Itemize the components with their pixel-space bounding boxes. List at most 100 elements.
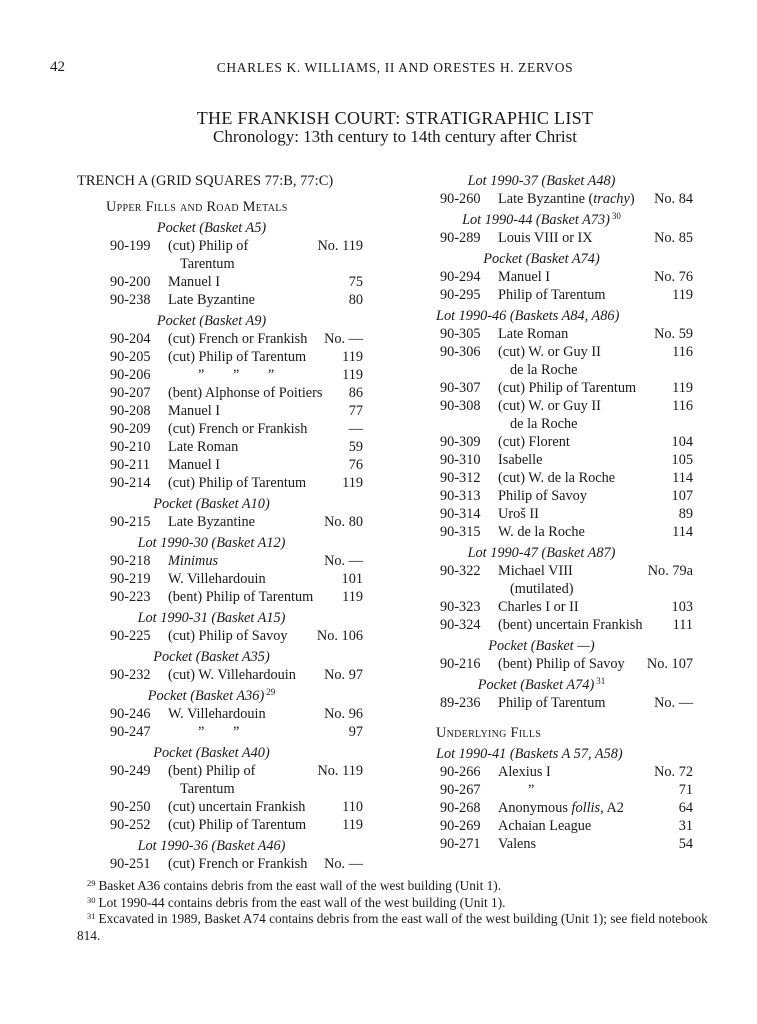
coin-description: Late Roman — [498, 326, 569, 342]
inventory-number: 90-295 — [440, 287, 481, 303]
coin-description: (bent) Alphonse of Poitiers — [168, 385, 323, 401]
inventory-number: 90-199 — [110, 238, 151, 254]
catalogue-number: 54 — [678, 836, 693, 852]
inventory-number: 90-309 — [440, 434, 481, 450]
catalogue-number: 107 — [671, 488, 693, 504]
coin-description: (cut) Florent — [498, 434, 570, 450]
coin-description: (cut) Philip of Tarentum — [168, 817, 307, 833]
table-row: 90-219 W. Villehardouin 101 — [110, 570, 363, 588]
coin-description: ” — [528, 782, 535, 798]
table-row: 89-236 Philip of Tarentum No. — — [440, 694, 693, 712]
inventory-number: 90-210 — [110, 439, 151, 455]
catalogue-number: 119 — [342, 367, 363, 383]
table-row: 90-309 (cut) Florent 104 — [440, 433, 693, 451]
table-row: 90-249 (bent) Philip of No. 119 — [110, 762, 363, 780]
inventory-number: 90-314 — [440, 506, 481, 522]
lot-heading: Pocket (Basket A9) — [110, 312, 313, 330]
table-row: 90-314 Uroš II 89 — [440, 505, 693, 523]
description-continuation: (mutilated) — [510, 581, 574, 597]
section-heading: TRENCH A (GRID SQUARES 77:B, 77:C) — [77, 173, 334, 189]
catalogue-number: No. 59 — [654, 326, 693, 342]
lot-heading-text: Lot 1990-31 (Basket A15) — [137, 610, 286, 626]
coin-description: Manuel I — [168, 457, 221, 473]
inventory-number: 90-322 — [440, 563, 481, 579]
lot-heading: Lot 1990-36 (Basket A46) — [110, 837, 313, 855]
coin-description: (cut) Philip of Savoy — [168, 628, 288, 644]
footnote-text: Excavated in 1989, Basket A74 contains d… — [77, 911, 708, 943]
lot-heading-text: Pocket (Basket A10) — [153, 496, 270, 512]
table-row: 90-225 (cut) Philip of Savoy No. 106 — [110, 627, 363, 645]
lot-heading-text: Pocket (Basket A74) — [477, 677, 595, 693]
catalogue-number: 86 — [348, 385, 363, 401]
table-row: 90-223 (bent) Philip of Tarentum 119 — [110, 588, 363, 606]
coin-description: (cut) Philip of Tarentum — [168, 475, 307, 491]
coin-description: Isabelle — [498, 452, 543, 468]
inventory-number: 90-249 — [110, 763, 151, 779]
coin-description: (cut) Philip of — [168, 238, 249, 254]
table-row: 90-206 ” ” ” 119 — [110, 366, 363, 384]
table-row: 90-323 Charles I or II 103 — [440, 598, 693, 616]
table-row: 90-268 Anonymous follis, A2 64 — [440, 799, 693, 817]
catalogue-number: No. 107 — [646, 656, 693, 672]
inventory-number: 90-204 — [110, 331, 151, 347]
inventory-number: 90-214 — [110, 475, 151, 491]
lot-heading: Pocket (Basket A5) — [110, 219, 313, 237]
table-row: 90-238 Late Byzantine 80 — [110, 291, 363, 309]
coin-description: (bent) uncertain Frankish — [498, 617, 643, 633]
coin-description: (cut) W. or Guy II — [498, 344, 601, 360]
lot-heading: Lot 1990-46 (Baskets A84, A86) — [436, 307, 639, 325]
page-number: 42 — [50, 59, 65, 75]
coin-description: (bent) Philip of Tarentum — [168, 589, 314, 605]
inventory-number: 90-305 — [440, 326, 481, 342]
inventory-number: 90-225 — [110, 628, 151, 644]
table-row: 90-205 (cut) Philip of Tarentum 119 — [110, 348, 363, 366]
table-row: 90-294 Manuel I No. 76 — [440, 268, 693, 286]
table-row: 90-232 (cut) W. Villehardouin No. 97 — [110, 666, 363, 684]
inventory-number: 90-232 — [110, 667, 151, 683]
lot-heading-text: Pocket (Basket A40) — [153, 745, 270, 761]
table-row: 90-260 Late Byzantine (trachy) No. 84 — [440, 190, 693, 208]
inventory-number: 90-208 — [110, 403, 151, 419]
lot-heading-text: Lot 1990-46 (Baskets A84, A86) — [436, 308, 620, 324]
catalogue-number: 97 — [348, 724, 363, 740]
footnote-ref: 31 — [596, 676, 606, 686]
footnote: 31 Excavated in 1989, Basket A74 contains… — [77, 911, 717, 944]
description-part: Anonymous — [498, 800, 572, 816]
catalogue-number: 31 — [678, 818, 693, 834]
catalogue-number: 119 — [672, 287, 693, 303]
coin-description: W. de la Roche — [498, 524, 585, 540]
coin-description: (cut) W. or Guy II — [498, 398, 601, 414]
coin-description: Late Byzantine (trachy) — [498, 190, 654, 208]
coin-description: ” ” — [198, 724, 240, 740]
inventory-number: 90-209 — [110, 421, 151, 437]
description-part: Late Byzantine ( — [498, 191, 594, 207]
inventory-number: 90-266 — [440, 764, 481, 780]
catalogue-number: 71 — [678, 782, 693, 798]
footnote-number: 31 — [87, 911, 96, 921]
lot-heading-text: Pocket (Basket A5) — [156, 220, 267, 236]
inventory-number: 90-252 — [110, 817, 151, 833]
table-row: 90-200 Manuel I 75 — [110, 273, 363, 291]
catalogue-number: No. 119 — [317, 763, 363, 779]
lot-heading: Pocket (Basket A74) 31 — [440, 676, 643, 694]
lot-heading: Lot 1990-41 (Baskets A 57, A58) — [436, 745, 639, 763]
table-row: 90-324 (bent) uncertain Frankish 111 — [440, 616, 693, 634]
left-column: TRENCH A (GRID SQUARES 77:B, 77:C) Upper … — [77, 172, 363, 873]
footnote-ref: 30 — [611, 211, 621, 221]
catalogue-number: 77 — [348, 403, 363, 419]
table-row: 90-204 (cut) French or Frankish No. — — [110, 330, 363, 348]
coin-description: (cut) Philip of Tarentum — [168, 349, 307, 365]
catalogue-number: 59 — [348, 439, 363, 455]
subsection-heading: Underlying Fills — [436, 725, 542, 741]
footnote-text: Lot 1990-44 contains debris from the eas… — [98, 894, 506, 910]
catalogue-number: 119 — [342, 475, 363, 491]
coin-description: Alexius I — [498, 764, 551, 780]
lot-heading: Pocket (Basket A74) — [440, 250, 643, 268]
catalogue-number: 114 — [672, 524, 693, 540]
coin-description: Philip of Tarentum — [498, 695, 606, 711]
coin-description: Achaian League — [498, 818, 592, 834]
inventory-number: 90-200 — [110, 274, 151, 290]
table-row: 90-289 Louis VIII or IX No. 85 — [440, 229, 693, 247]
inventory-number: 90-223 — [110, 589, 151, 605]
catalogue-number: 119 — [342, 589, 363, 605]
